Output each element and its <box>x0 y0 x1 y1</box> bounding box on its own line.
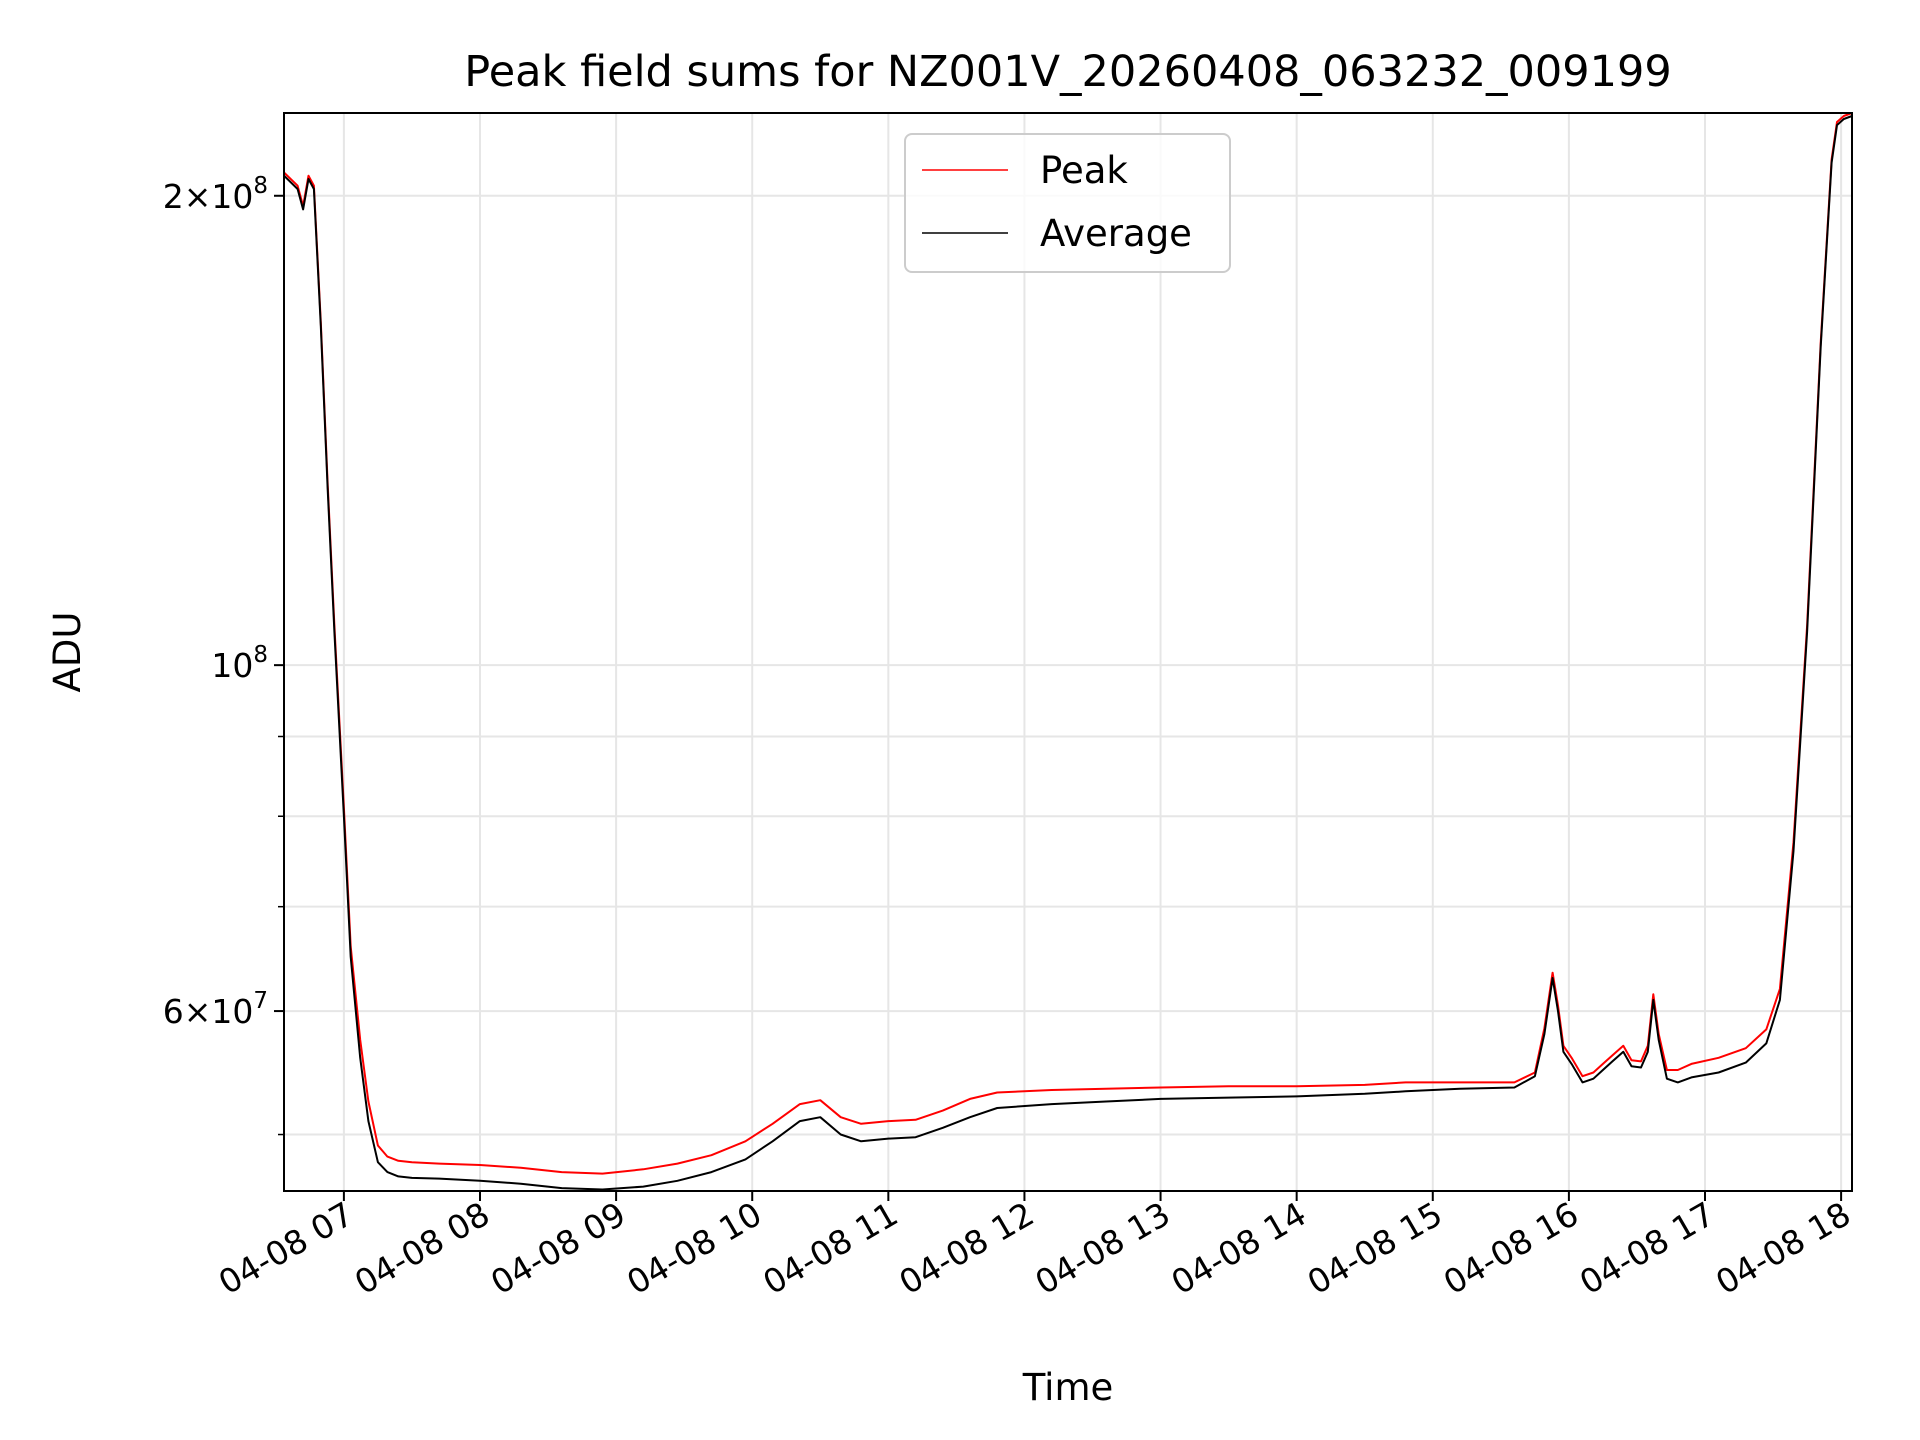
legend-box <box>904 133 1231 273</box>
series-layer <box>283 112 1853 1191</box>
plot-area <box>284 113 1852 1191</box>
series-line-average <box>283 115 1853 1191</box>
legend-label-peak: Peak <box>1040 149 1128 192</box>
x-axis-label: Time <box>1022 1366 1114 1409</box>
y-axis-label: ADU <box>46 612 89 693</box>
y-axis: 6×107 108 2×108 <box>163 173 284 1136</box>
y-tick-label: 2×108 <box>163 173 268 216</box>
plot-frame <box>283 112 1853 1192</box>
series-line-peak <box>283 112 1853 1175</box>
chart-title: Peak field sums for NZ001V_20260408_0632… <box>464 47 1671 97</box>
legend-label-average: Average <box>1040 212 1192 255</box>
y-tick-label: 6×107 <box>163 988 268 1031</box>
legend: Peak Average <box>904 133 1231 273</box>
y-tick-label: 108 <box>211 642 268 685</box>
